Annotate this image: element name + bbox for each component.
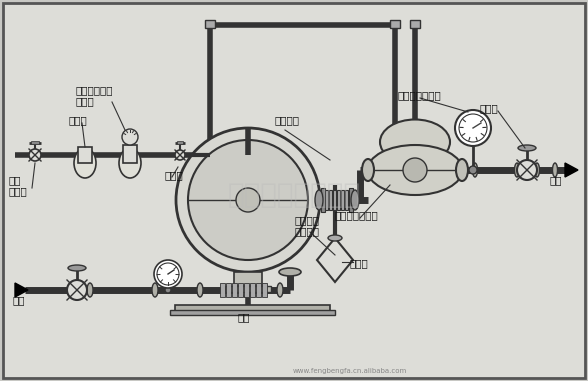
Ellipse shape <box>197 283 203 297</box>
Ellipse shape <box>473 163 477 177</box>
Circle shape <box>403 158 427 182</box>
Text: www.fengbengfa.cn.alibaba.com: www.fengbengfa.cn.alibaba.com <box>293 368 407 374</box>
Circle shape <box>67 280 87 300</box>
Ellipse shape <box>277 283 283 297</box>
Text: 管道连接
（可选）: 管道连接 （可选） <box>295 215 320 237</box>
Ellipse shape <box>328 235 342 241</box>
Circle shape <box>165 287 171 293</box>
Bar <box>234 272 262 286</box>
Circle shape <box>455 110 491 146</box>
Circle shape <box>517 160 537 180</box>
Bar <box>250 283 255 297</box>
Bar <box>177 141 183 144</box>
Text: 底座: 底座 <box>238 312 250 322</box>
Bar <box>337 190 340 210</box>
Ellipse shape <box>68 265 86 271</box>
Circle shape <box>176 128 320 272</box>
Polygon shape <box>565 163 578 177</box>
Ellipse shape <box>362 159 374 181</box>
Ellipse shape <box>514 163 520 177</box>
Polygon shape <box>317 238 353 282</box>
Circle shape <box>459 114 487 142</box>
Ellipse shape <box>152 283 158 297</box>
Ellipse shape <box>74 148 96 178</box>
Text: 针形阀: 针形阀 <box>165 170 183 180</box>
Ellipse shape <box>518 145 536 151</box>
Text: 弹性连接: 弹性连接 <box>275 115 300 125</box>
Bar <box>170 310 335 315</box>
Bar <box>329 190 332 210</box>
Ellipse shape <box>279 268 301 276</box>
Bar <box>31 141 39 144</box>
Ellipse shape <box>87 283 93 297</box>
Circle shape <box>188 140 308 260</box>
Bar <box>220 283 225 297</box>
Bar <box>123 145 137 163</box>
Bar <box>321 188 325 212</box>
Bar <box>226 283 231 297</box>
Ellipse shape <box>380 120 450 165</box>
Bar <box>341 190 344 210</box>
Text: 出口: 出口 <box>550 175 563 185</box>
Circle shape <box>236 188 260 212</box>
Bar <box>205 20 215 28</box>
Text: 消音器: 消音器 <box>350 258 369 268</box>
Circle shape <box>157 263 179 285</box>
Text: 过滤器: 过滤器 <box>68 115 87 125</box>
Ellipse shape <box>456 159 468 181</box>
Ellipse shape <box>242 283 248 297</box>
Text: 气源
截止阀: 气源 截止阀 <box>8 175 26 197</box>
Text: 调压及压力表
油雾器: 调压及压力表 油雾器 <box>75 85 112 107</box>
Ellipse shape <box>315 190 323 210</box>
Text: 丰龙合系动泵阀厂: 丰龙合系动泵阀厂 <box>228 181 360 209</box>
Ellipse shape <box>459 163 465 177</box>
Bar <box>262 283 267 297</box>
Bar <box>410 20 420 28</box>
Ellipse shape <box>534 163 540 177</box>
Ellipse shape <box>119 148 141 178</box>
Text: 压力表（可选）: 压力表（可选） <box>398 90 442 100</box>
Bar <box>333 190 336 210</box>
Bar <box>244 283 249 297</box>
Bar <box>390 20 400 28</box>
Text: 截止阀: 截止阀 <box>480 103 499 113</box>
Bar <box>232 283 237 297</box>
Circle shape <box>29 149 41 161</box>
Circle shape <box>175 150 185 160</box>
Ellipse shape <box>368 145 463 195</box>
Text: 均衡器（可选）: 均衡器（可选） <box>335 210 379 220</box>
Text: 进口: 进口 <box>12 295 25 305</box>
Bar <box>325 190 328 210</box>
Polygon shape <box>15 283 28 297</box>
Bar <box>345 190 348 210</box>
Bar <box>78 147 92 163</box>
Bar <box>238 283 243 297</box>
Bar <box>349 188 353 212</box>
Circle shape <box>154 260 182 288</box>
Circle shape <box>469 166 477 174</box>
Bar <box>225 286 271 292</box>
Ellipse shape <box>553 163 557 177</box>
Circle shape <box>122 129 138 145</box>
Bar <box>256 283 261 297</box>
Bar <box>175 305 330 313</box>
Ellipse shape <box>351 190 359 210</box>
